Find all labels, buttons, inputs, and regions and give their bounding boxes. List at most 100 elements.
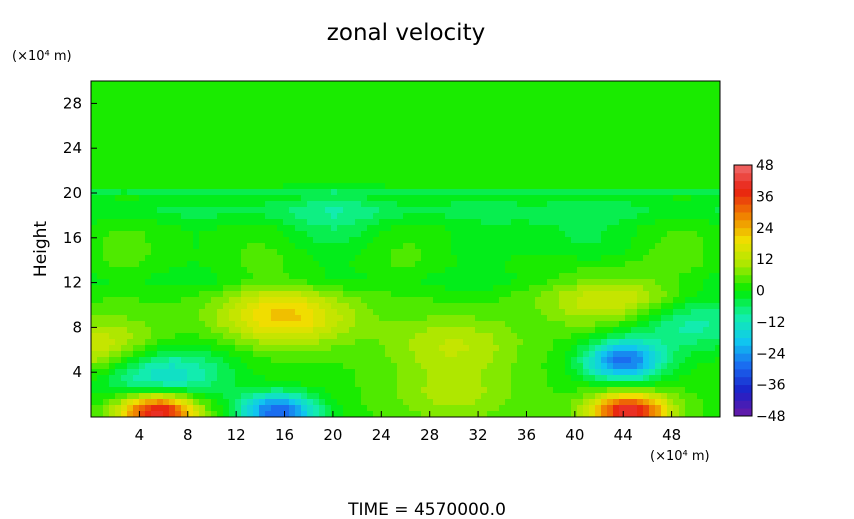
heatmap-cell	[601, 99, 608, 106]
heatmap-cell	[523, 219, 530, 226]
heatmap-cell	[373, 129, 380, 136]
heatmap-cell	[607, 315, 614, 322]
heatmap-cell	[607, 189, 614, 196]
heatmap-cell	[379, 273, 386, 280]
heatmap-cell	[91, 249, 98, 256]
heatmap-cell	[595, 297, 602, 304]
heatmap-cell	[343, 183, 350, 190]
heatmap-cell	[409, 297, 416, 304]
heatmap-cell	[289, 201, 296, 208]
heatmap-cell	[577, 135, 584, 142]
heatmap-cell	[403, 261, 410, 268]
heatmap-cell	[337, 213, 344, 220]
heatmap-cell	[553, 309, 560, 316]
heatmap-cell	[253, 195, 260, 202]
heatmap-cell	[409, 315, 416, 322]
heatmap-cell	[589, 105, 596, 112]
heatmap-cell	[121, 141, 128, 148]
heatmap-cell	[673, 339, 680, 346]
heatmap-cell	[223, 345, 230, 352]
heatmap-cell	[277, 111, 284, 118]
heatmap-cell	[379, 225, 386, 232]
heatmap-cell	[421, 231, 428, 238]
heatmap-cell	[559, 351, 566, 358]
heatmap-cell	[133, 129, 140, 136]
heatmap-cell	[691, 147, 698, 154]
heatmap-cell	[709, 297, 716, 304]
heatmap-cell	[319, 159, 326, 166]
heatmap-cell	[295, 237, 302, 244]
heatmap-cell	[145, 357, 152, 364]
heatmap-cell	[379, 279, 386, 286]
heatmap-cell	[655, 291, 662, 298]
heatmap-cell	[145, 249, 152, 256]
heatmap-cell	[151, 321, 158, 328]
heatmap-cell	[373, 303, 380, 310]
heatmap-cell	[475, 129, 482, 136]
heatmap-cell	[109, 291, 116, 298]
heatmap-cell	[91, 231, 98, 238]
heatmap-cell	[211, 309, 218, 316]
heatmap-cell	[667, 129, 674, 136]
heatmap-cell	[181, 99, 188, 106]
heatmap-cell	[571, 345, 578, 352]
heatmap-cell	[325, 81, 332, 88]
heatmap-cell	[229, 135, 236, 142]
heatmap-cell	[673, 159, 680, 166]
heatmap-cell	[139, 273, 146, 280]
heatmap-cell	[613, 243, 620, 250]
heatmap-cell	[613, 309, 620, 316]
heatmap-cell	[103, 147, 110, 154]
heatmap-cell	[103, 249, 110, 256]
heatmap-cell	[373, 351, 380, 358]
heatmap-cell	[247, 201, 254, 208]
heatmap-cell	[271, 243, 278, 250]
heatmap-cell	[655, 231, 662, 238]
heatmap-cell	[151, 231, 158, 238]
heatmap-cell	[337, 303, 344, 310]
heatmap-cell	[469, 213, 476, 220]
heatmap-cell	[355, 279, 362, 286]
heatmap-cell	[397, 207, 404, 214]
heatmap	[91, 81, 720, 417]
heatmap-cell	[667, 99, 674, 106]
heatmap-cell	[223, 243, 230, 250]
heatmap-cell	[583, 309, 590, 316]
heatmap-cell	[247, 111, 254, 118]
heatmap-cell	[511, 213, 518, 220]
heatmap-cell	[259, 285, 266, 292]
heatmap-cell	[583, 105, 590, 112]
heatmap-cell	[625, 213, 632, 220]
heatmap-cell	[667, 297, 674, 304]
heatmap-cell	[181, 291, 188, 298]
heatmap-cell	[697, 315, 704, 322]
heatmap-cell	[265, 219, 272, 226]
heatmap-cell	[187, 309, 194, 316]
heatmap-cell	[547, 171, 554, 178]
heatmap-cell	[265, 345, 272, 352]
heatmap-cell	[397, 93, 404, 100]
heatmap-cell	[187, 141, 194, 148]
heatmap-cell	[361, 273, 368, 280]
heatmap-cell	[289, 297, 296, 304]
heatmap-cell	[661, 81, 668, 88]
heatmap-cell	[145, 189, 152, 196]
heatmap-cell	[439, 303, 446, 310]
heatmap-cell	[433, 243, 440, 250]
heatmap-cell	[133, 111, 140, 118]
heatmap-cell	[301, 291, 308, 298]
heatmap-cell	[529, 159, 536, 166]
heatmap-cell	[529, 303, 536, 310]
heatmap-cell	[577, 99, 584, 106]
heatmap-cell	[385, 141, 392, 148]
heatmap-cell	[109, 135, 116, 142]
heatmap-cell	[523, 309, 530, 316]
heatmap-cell	[499, 261, 506, 268]
heatmap-cell	[355, 339, 362, 346]
heatmap-cell	[667, 279, 674, 286]
heatmap-cell	[307, 321, 314, 328]
heatmap-cell	[463, 339, 470, 346]
heatmap-cell	[151, 261, 158, 268]
heatmap-cell	[535, 201, 542, 208]
heatmap-cell	[115, 339, 122, 346]
